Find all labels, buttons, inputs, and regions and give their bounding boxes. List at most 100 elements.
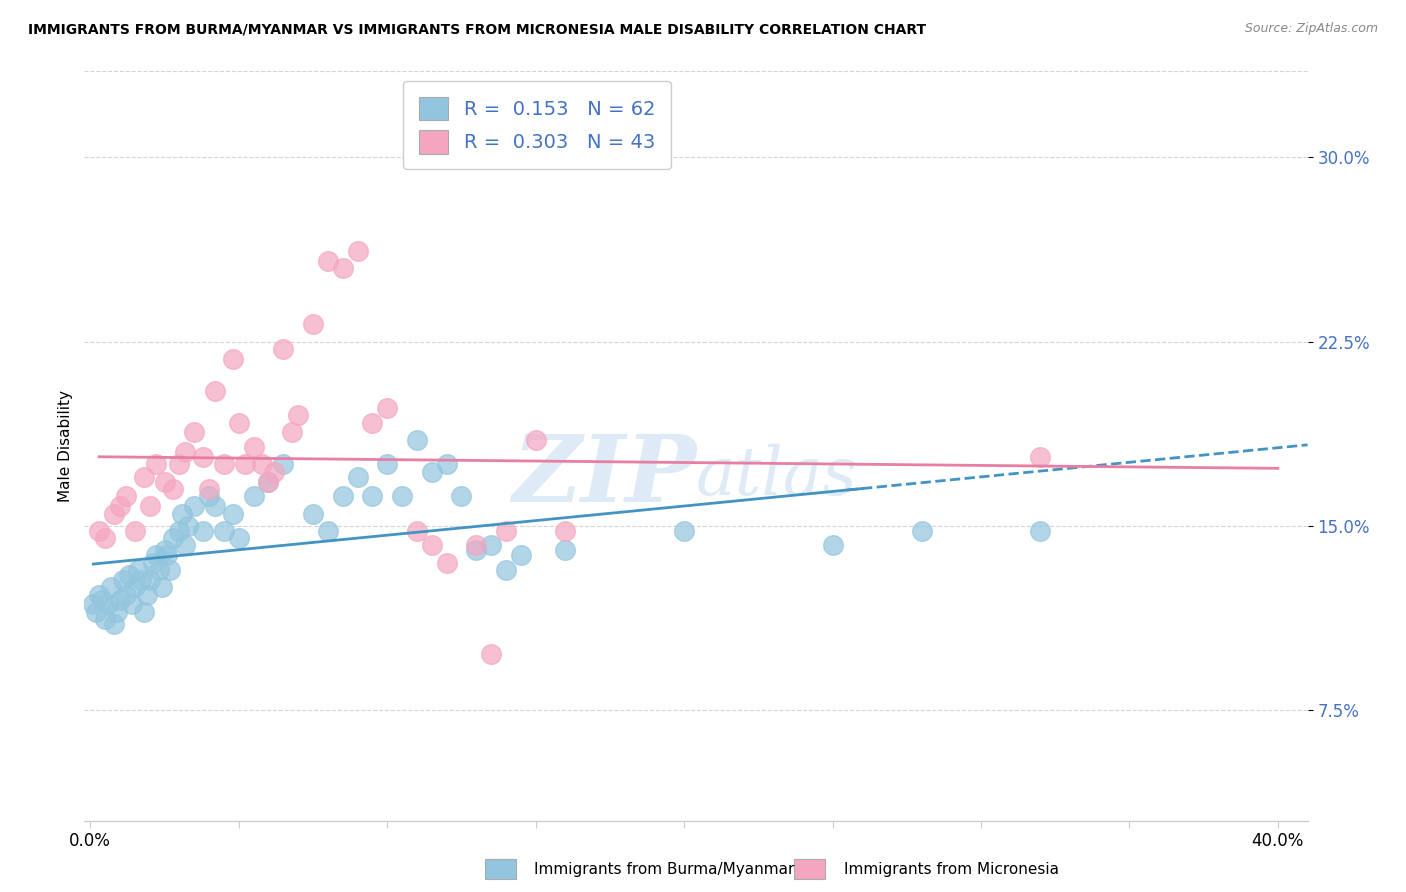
Point bbox=[198, 489, 221, 503]
Point bbox=[191, 524, 214, 538]
Point bbox=[108, 592, 131, 607]
Point bbox=[115, 489, 138, 503]
Point bbox=[228, 531, 250, 545]
Point bbox=[212, 524, 235, 538]
Point bbox=[183, 425, 205, 440]
Point bbox=[103, 617, 125, 632]
Point bbox=[108, 499, 131, 513]
Point bbox=[138, 499, 160, 513]
Point bbox=[436, 556, 458, 570]
Point bbox=[129, 573, 152, 587]
Point bbox=[406, 433, 429, 447]
Point bbox=[302, 507, 325, 521]
Point bbox=[479, 539, 502, 553]
Point bbox=[198, 482, 221, 496]
Point bbox=[156, 549, 179, 563]
Point bbox=[361, 416, 384, 430]
Point bbox=[159, 563, 181, 577]
Point bbox=[82, 598, 104, 612]
Point bbox=[495, 563, 517, 577]
Point bbox=[222, 507, 245, 521]
Point bbox=[375, 401, 398, 415]
Point bbox=[361, 489, 384, 503]
Point bbox=[346, 244, 368, 258]
Point bbox=[124, 580, 146, 594]
Text: ZIP: ZIP bbox=[512, 431, 696, 521]
Point bbox=[495, 524, 517, 538]
Point bbox=[281, 425, 304, 440]
Point bbox=[450, 489, 472, 503]
Point bbox=[89, 588, 111, 602]
Point bbox=[127, 563, 149, 577]
Point bbox=[162, 531, 184, 545]
Point bbox=[420, 539, 443, 553]
Point bbox=[263, 465, 285, 479]
Point bbox=[174, 539, 197, 553]
Legend: R =  0.153   N = 62, R =  0.303   N = 43: R = 0.153 N = 62, R = 0.303 N = 43 bbox=[404, 81, 671, 169]
Bar bbox=[485, 859, 516, 879]
Point bbox=[100, 580, 122, 594]
Point bbox=[145, 458, 167, 472]
Point bbox=[821, 539, 844, 553]
Point bbox=[105, 605, 128, 619]
Point bbox=[332, 260, 354, 275]
Point bbox=[436, 458, 458, 472]
Point bbox=[153, 475, 176, 489]
Point bbox=[115, 588, 138, 602]
Text: atlas: atlas bbox=[696, 443, 858, 508]
Point bbox=[103, 507, 125, 521]
Point bbox=[153, 543, 176, 558]
Point bbox=[222, 351, 245, 366]
Point bbox=[191, 450, 214, 464]
Point bbox=[302, 318, 325, 332]
Point bbox=[89, 524, 111, 538]
Point bbox=[509, 549, 531, 563]
Point bbox=[465, 539, 488, 553]
Point bbox=[287, 409, 309, 423]
Point bbox=[91, 592, 114, 607]
Point bbox=[406, 524, 429, 538]
Point bbox=[271, 342, 294, 356]
Point bbox=[332, 489, 354, 503]
Point bbox=[124, 524, 146, 538]
Point bbox=[94, 612, 117, 626]
Point bbox=[150, 580, 173, 594]
Point bbox=[1029, 450, 1052, 464]
Point bbox=[465, 543, 488, 558]
Point bbox=[204, 384, 226, 398]
Point bbox=[554, 524, 576, 538]
Point bbox=[524, 433, 547, 447]
Point bbox=[135, 588, 157, 602]
Point bbox=[479, 647, 502, 661]
Point bbox=[142, 556, 165, 570]
Text: Source: ZipAtlas.com: Source: ZipAtlas.com bbox=[1244, 22, 1378, 36]
Point bbox=[271, 458, 294, 472]
Text: Immigrants from Burma/Myanmar: Immigrants from Burma/Myanmar bbox=[534, 863, 794, 877]
Point bbox=[94, 531, 117, 545]
Point bbox=[554, 543, 576, 558]
Bar bbox=[794, 859, 825, 879]
Point bbox=[97, 598, 120, 612]
Point bbox=[111, 573, 134, 587]
Point bbox=[228, 416, 250, 430]
Point bbox=[84, 605, 107, 619]
Point bbox=[138, 573, 160, 587]
Point bbox=[242, 440, 264, 454]
Point bbox=[1029, 524, 1052, 538]
Point bbox=[242, 489, 264, 503]
Point bbox=[169, 524, 191, 538]
Point bbox=[204, 499, 226, 513]
Point bbox=[391, 489, 413, 503]
Point bbox=[316, 253, 339, 268]
Point bbox=[183, 499, 205, 513]
Point bbox=[252, 458, 274, 472]
Point bbox=[212, 458, 235, 472]
Text: Immigrants from Micronesia: Immigrants from Micronesia bbox=[844, 863, 1059, 877]
Point bbox=[172, 507, 194, 521]
Point bbox=[148, 563, 170, 577]
Y-axis label: Male Disability: Male Disability bbox=[58, 390, 73, 502]
Point bbox=[420, 465, 443, 479]
Point bbox=[174, 445, 197, 459]
Text: IMMIGRANTS FROM BURMA/MYANMAR VS IMMIGRANTS FROM MICRONESIA MALE DISABILITY CORR: IMMIGRANTS FROM BURMA/MYANMAR VS IMMIGRA… bbox=[28, 22, 927, 37]
Point bbox=[118, 568, 141, 582]
